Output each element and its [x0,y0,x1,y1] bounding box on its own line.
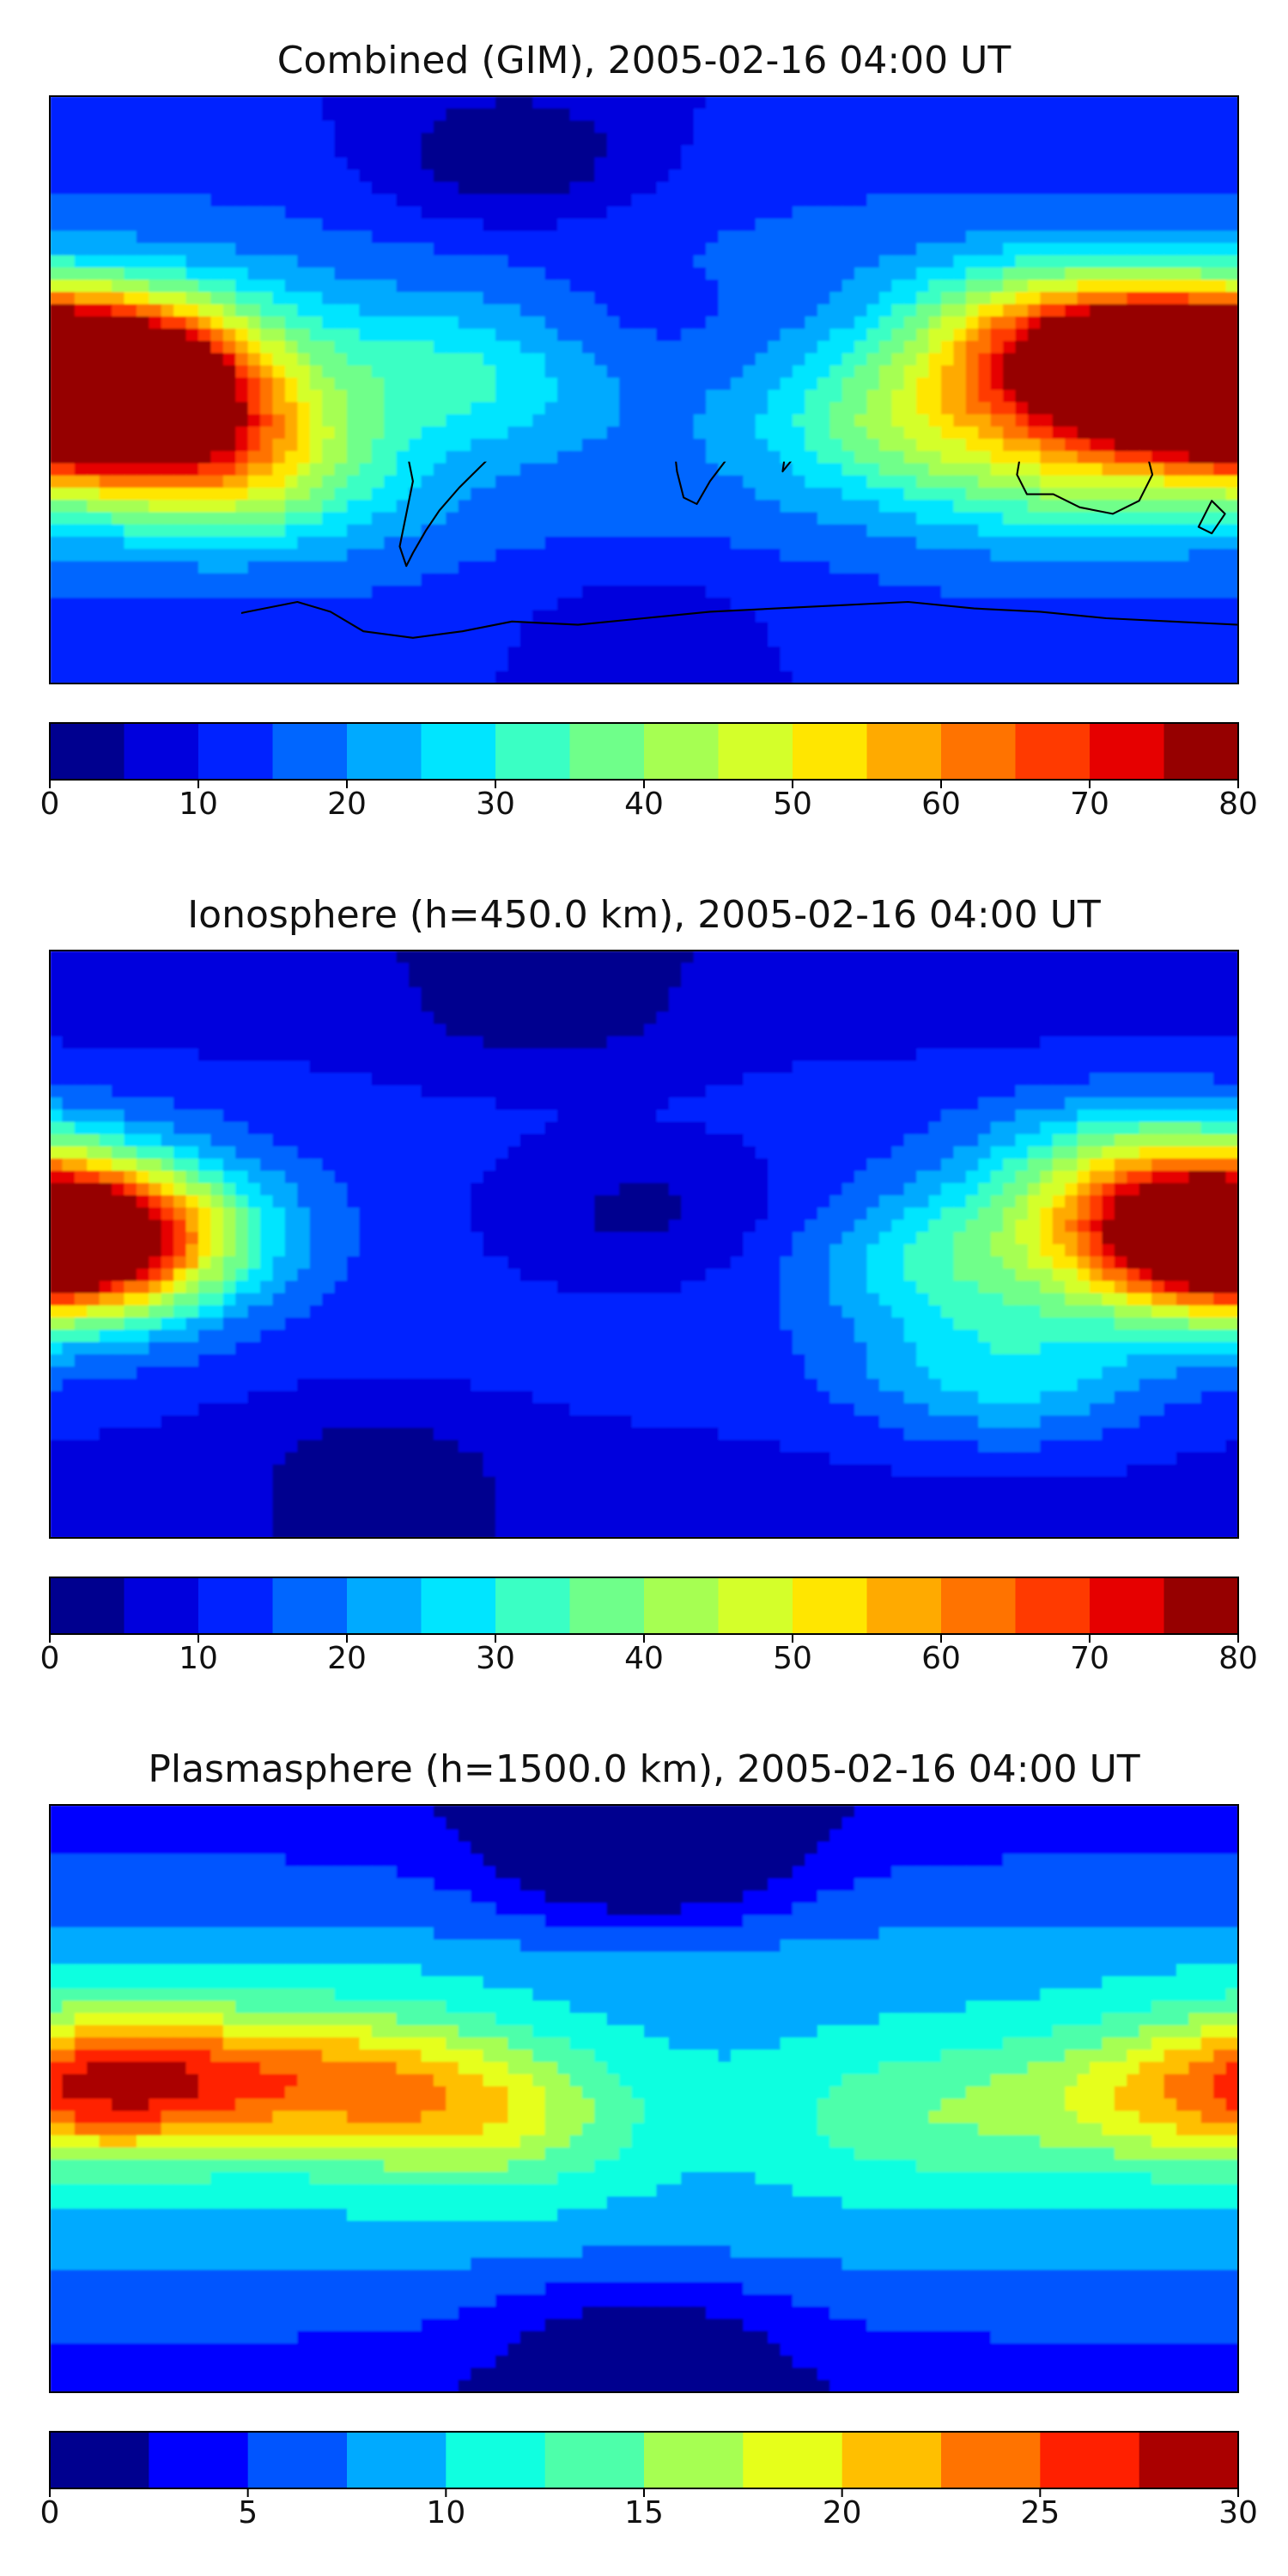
colorbar-band [743,2432,843,2488]
colorbar-band [1163,1577,1239,1634]
colorbar-band [495,1577,570,1634]
colorbar-tick-label: 0 [40,1641,60,1676]
colorbar-band [866,1577,942,1634]
colorbar-band [718,1577,793,1634]
colorbar-band [347,723,422,780]
colorbar-tick-label: 10 [179,1641,218,1676]
colorbar-tick-label: 40 [624,787,664,822]
colorbar-band [1139,2432,1239,2488]
panel-title: Plasmasphere (h=1500.0 km), 2005-02-16 0… [148,1747,1139,1791]
colorbar-band [247,2432,348,2488]
colorbar-band [718,723,793,780]
colorbar-tick-label: 5 [238,2495,258,2530]
map-panels: Combined (GIM), 2005-02-16 04:00 UT 0 10 20… [40,39,1258,2530]
panel-plasmasphere: Plasmasphere (h=1500.0 km), 2005-02-16 0… [40,1747,1258,2530]
colorbar-band [124,1577,199,1634]
colorbar-band [569,1577,645,1634]
colorbar-band [198,723,273,780]
colorbar-band [1090,723,1164,780]
colorbar-tick-label: 80 [1218,787,1258,822]
colorbar-tick-label: 50 [773,787,812,822]
colorbar-tick-label: 10 [179,787,218,822]
colorbar-band [941,2432,1041,2488]
colorbar-band [446,2432,546,2488]
colorbar-band [793,723,867,780]
colorbar-tick-label: 30 [476,787,515,822]
colorbar-band [544,2432,645,2488]
map-frame [49,1804,1239,2393]
contour-field [50,951,1238,1538]
colorbar-band [1040,2432,1140,2488]
colorbar-band [50,1577,125,1634]
colorbar-band [50,723,125,780]
colorbar-band [841,2432,942,2488]
colorbar-band [421,723,496,780]
panel-title: Combined (GIM), 2005-02-16 04:00 UT [277,39,1012,82]
contour-field [50,96,1238,683]
colorbar-tick-label: 50 [773,1641,812,1676]
map-frame [49,95,1239,684]
colorbar-band [124,723,199,780]
colorbar-tick-label: 20 [327,787,367,822]
colorbar: 0 10 20 30 40 50 60 70 80 [40,722,1258,822]
colorbar-band [347,1577,422,1634]
colorbar-tick-label: 70 [1070,1641,1109,1676]
panel-combined: Combined (GIM), 2005-02-16 04:00 UT 0 10 20… [40,39,1258,822]
colorbar-tick-label: 0 [40,2495,60,2530]
colorbar-tick-label: 60 [921,787,961,822]
panel-title: Ionosphere (h=450.0 km), 2005-02-16 04:0… [187,893,1101,937]
colorbar-band [941,723,1016,780]
colorbar-band [866,723,942,780]
colorbar-tick-label: 40 [624,1641,664,1676]
colorbar-band [644,1577,719,1634]
contour-field [50,1805,1238,2392]
colorbar-tick-label: 30 [476,1641,515,1676]
colorbar-band [1015,723,1091,780]
colorbar-band [272,723,348,780]
colorbar-tick-label: 30 [1218,2495,1258,2530]
colorbar-band [421,1577,496,1634]
colorbar: 0 5 10 15 20 25 30 [40,2431,1258,2530]
colorbar-band [644,2432,744,2488]
colorbar-band [1090,1577,1164,1634]
colorbar-band [50,2432,149,2488]
colorbar-band [198,1577,273,1634]
colorbar-tick-label: 60 [921,1641,961,1676]
colorbar-band [495,723,570,780]
colorbar-tick-label: 80 [1218,1641,1258,1676]
colorbar-band [272,1577,348,1634]
colorbar-band [644,723,719,780]
colorbar-tick-label: 20 [327,1641,367,1676]
colorbar: 0 10 20 30 40 50 60 70 80 [40,1577,1258,1676]
colorbar-band [941,1577,1016,1634]
colorbar-band [569,723,645,780]
colorbar-tick-label: 20 [823,2495,862,2530]
colorbar-band [1163,723,1239,780]
colorbar-band [793,1577,867,1634]
colorbar-tick-label: 25 [1020,2495,1060,2530]
colorbar-tick-label: 10 [426,2495,465,2530]
panel-ionosphere: Ionosphere (h=450.0 km), 2005-02-16 04:0… [40,893,1258,1676]
map-frame [49,950,1239,1539]
colorbar-tick-label: 70 [1070,787,1109,822]
colorbar-tick-label: 15 [624,2495,664,2530]
colorbar-tick-label: 0 [40,787,60,822]
colorbar-band [347,2432,447,2488]
colorbar-band [1015,1577,1091,1634]
colorbar-band [149,2432,249,2488]
